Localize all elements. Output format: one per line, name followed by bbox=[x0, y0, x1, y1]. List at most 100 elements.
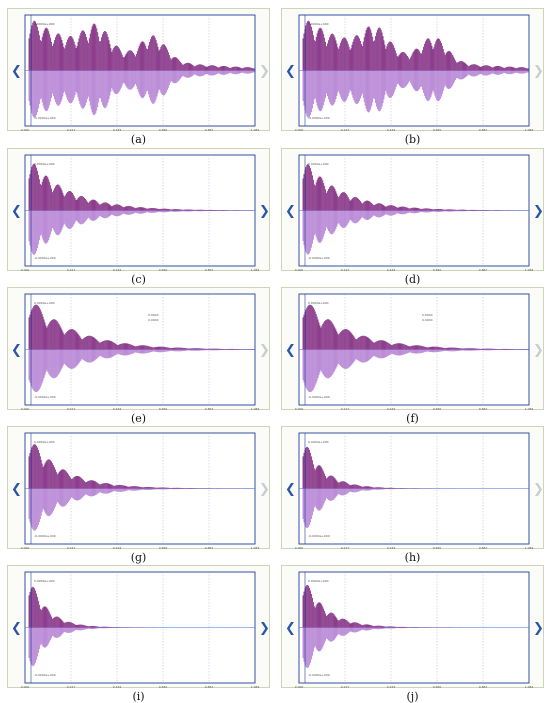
y-tick-bottom: -0.0000e+000 bbox=[308, 395, 330, 399]
x-tick-label: 0.217 bbox=[341, 546, 350, 550]
x-tick-label: 0.867 bbox=[205, 407, 214, 411]
x-tick-label: 0.217 bbox=[67, 407, 76, 411]
x-tick-label: 0.434 bbox=[113, 268, 122, 272]
x-tick-label: 0.867 bbox=[479, 546, 488, 550]
x-tick-label: 0.434 bbox=[113, 128, 122, 132]
x-tick-label: 0.217 bbox=[67, 128, 76, 132]
chevron-left-icon[interactable]: ❮ bbox=[11, 64, 22, 79]
x-tick-label: 1.084 bbox=[251, 407, 260, 411]
y-tick-top: 0.0000e+000 bbox=[34, 22, 55, 26]
x-tick-label: 0.434 bbox=[387, 128, 396, 132]
y-tick-bottom: -0.0000e+000 bbox=[34, 673, 56, 677]
chevron-right-icon[interactable]: ❯ bbox=[259, 621, 270, 636]
x-tick-label: 0.650 bbox=[159, 128, 168, 132]
waveform-panel: 0.0000e+000 -0.0000e+000 0.000 0.217 0.434 0.… bbox=[7, 148, 270, 271]
chevron-left-icon[interactable]: ❮ bbox=[11, 621, 22, 636]
chevron-left-icon[interactable]: ❮ bbox=[11, 204, 22, 219]
x-tick-label: 0.434 bbox=[113, 685, 122, 689]
x-tick-label: 0.650 bbox=[159, 685, 168, 689]
x-tick-label: 0.867 bbox=[479, 128, 488, 132]
x-tick-label: 0.000 bbox=[21, 407, 30, 411]
y-tick-top: 0.0000e+000 bbox=[308, 162, 329, 166]
annotation-text: 0.0000 bbox=[148, 318, 159, 322]
panel-caption: (b) bbox=[281, 133, 544, 146]
x-tick-label: 1.084 bbox=[251, 685, 260, 689]
chevron-right-icon[interactable]: ❯ bbox=[533, 343, 544, 358]
x-tick-label: 0.000 bbox=[295, 407, 304, 411]
x-tick-label: 0.867 bbox=[479, 407, 488, 411]
x-tick-label: 0.434 bbox=[387, 407, 396, 411]
x-tick-label: 0.217 bbox=[67, 268, 76, 272]
x-tick-label: 1.084 bbox=[525, 407, 534, 411]
panel-caption: (a) bbox=[7, 133, 270, 146]
x-tick-label: 0.650 bbox=[159, 407, 168, 411]
waveform-chart: 0.0000e+000 -0.0000e+000 0.000 0.217 0.434 0.… bbox=[282, 427, 545, 550]
chevron-right-icon[interactable]: ❯ bbox=[259, 64, 270, 79]
waveform-chart: 0.0000e+000 -0.0000e+000 0.000 0.217 0.434 0.… bbox=[8, 149, 271, 272]
x-tick-label: 0.867 bbox=[205, 128, 214, 132]
x-tick-label: 0.867 bbox=[205, 685, 214, 689]
y-tick-top: 0.0000e+000 bbox=[34, 440, 55, 444]
annotation-text: 0.0000 bbox=[422, 318, 433, 322]
x-tick-label: 0.217 bbox=[67, 546, 76, 550]
y-tick-bottom: -0.0000e+000 bbox=[34, 256, 56, 260]
chevron-left-icon[interactable]: ❮ bbox=[285, 64, 296, 79]
x-tick-label: 0.650 bbox=[433, 546, 442, 550]
x-tick-label: 0.000 bbox=[295, 546, 304, 550]
chevron-right-icon[interactable]: ❯ bbox=[259, 204, 270, 219]
x-tick-label: 0.434 bbox=[387, 546, 396, 550]
chevron-left-icon[interactable]: ❮ bbox=[11, 482, 22, 497]
panel-caption: (f) bbox=[281, 412, 544, 425]
panel-caption: (e) bbox=[7, 412, 270, 425]
x-tick-label: 0.000 bbox=[295, 268, 304, 272]
chevron-left-icon[interactable]: ❮ bbox=[285, 204, 296, 219]
x-tick-label: 0.650 bbox=[433, 268, 442, 272]
waveform-chart: 0.0000e+000 -0.0000e+000 0.000 0.217 0.434 0.… bbox=[282, 149, 545, 272]
chevron-right-icon[interactable]: ❯ bbox=[259, 343, 270, 358]
x-tick-label: 0.650 bbox=[433, 407, 442, 411]
y-tick-bottom: -0.0000e+000 bbox=[34, 116, 56, 120]
x-tick-label: 1.084 bbox=[525, 268, 534, 272]
y-tick-bottom: -0.0000e+000 bbox=[34, 534, 56, 538]
x-tick-label: 0.000 bbox=[21, 268, 30, 272]
y-tick-top: 0.0000e+000 bbox=[308, 301, 329, 305]
chevron-left-icon[interactable]: ❮ bbox=[11, 343, 22, 358]
x-tick-label: 0.650 bbox=[433, 128, 442, 132]
x-tick-label: 1.084 bbox=[251, 128, 260, 132]
y-tick-bottom: -0.0000e+000 bbox=[34, 395, 56, 399]
chevron-right-icon[interactable]: ❯ bbox=[533, 64, 544, 79]
annotation-text: 0.0000 bbox=[148, 313, 159, 317]
x-tick-label: 0.650 bbox=[159, 546, 168, 550]
x-tick-label: 1.084 bbox=[525, 128, 534, 132]
x-tick-label: 0.434 bbox=[387, 268, 396, 272]
x-tick-label: 1.084 bbox=[251, 546, 260, 550]
y-tick-bottom: -0.0000e+000 bbox=[308, 534, 330, 538]
chevron-right-icon[interactable]: ❯ bbox=[259, 482, 270, 497]
x-tick-label: 1.084 bbox=[251, 268, 260, 272]
x-tick-label: 0.867 bbox=[479, 268, 488, 272]
x-tick-label: 0.867 bbox=[205, 268, 214, 272]
chevron-left-icon[interactable]: ❮ bbox=[285, 343, 296, 358]
x-tick-label: 0.000 bbox=[21, 685, 30, 689]
annotation-text: 0.0000 bbox=[422, 313, 433, 317]
y-tick-bottom: -0.0000e+000 bbox=[308, 256, 330, 260]
y-tick-bottom: -0.0000e+000 bbox=[308, 116, 330, 120]
chevron-right-icon[interactable]: ❯ bbox=[533, 204, 544, 219]
panel-caption: (g) bbox=[7, 551, 270, 564]
x-tick-label: 0.000 bbox=[295, 128, 304, 132]
x-tick-label: 1.084 bbox=[525, 546, 534, 550]
x-tick-label: 0.217 bbox=[341, 268, 350, 272]
chevron-right-icon[interactable]: ❯ bbox=[533, 482, 544, 497]
chevron-left-icon[interactable]: ❮ bbox=[285, 482, 296, 497]
y-tick-top: 0.0000e+000 bbox=[308, 440, 329, 444]
y-tick-top: 0.0000e+000 bbox=[34, 162, 55, 166]
